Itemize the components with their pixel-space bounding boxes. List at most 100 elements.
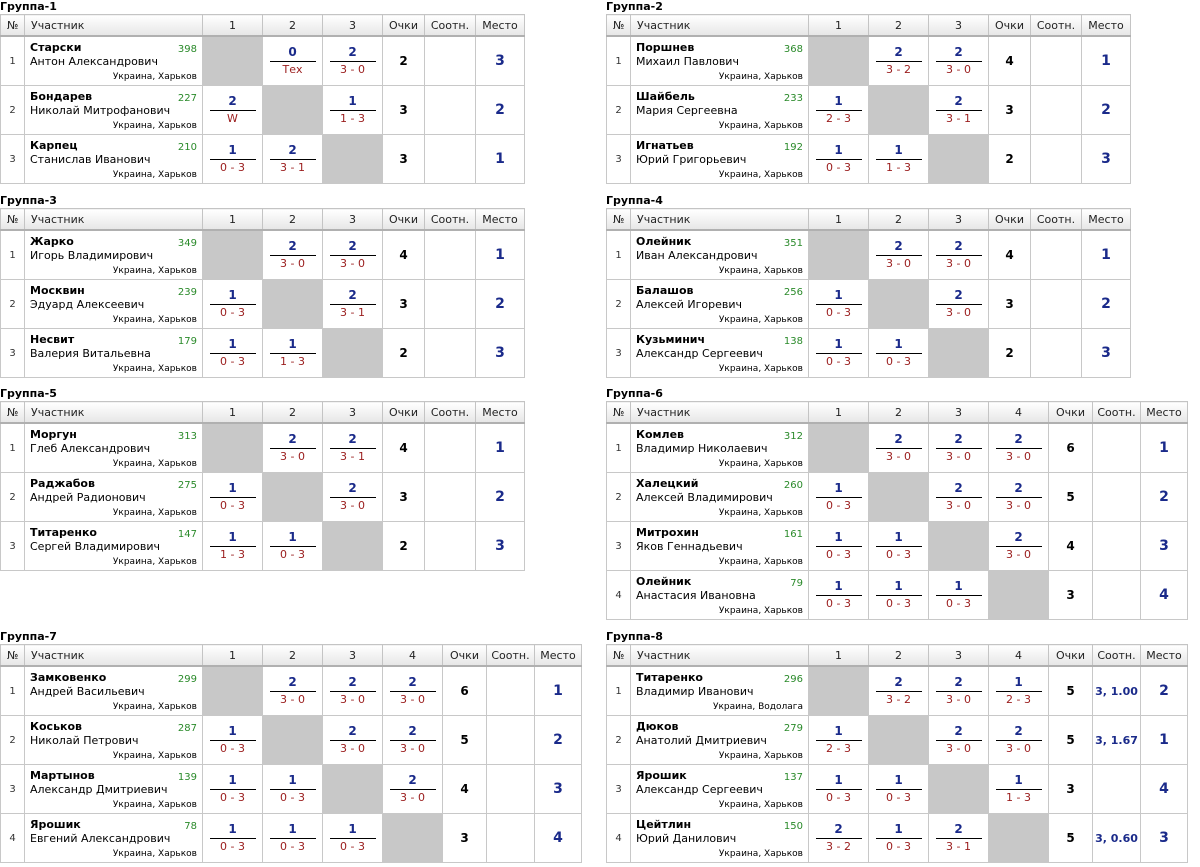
total-points: 3 <box>382 472 425 522</box>
self-match-cell <box>928 764 989 814</box>
self-match-cell <box>928 328 989 378</box>
participant-surname[interactable]: Халецкий <box>636 477 699 490</box>
participant-surname[interactable]: Шайбель <box>636 90 695 103</box>
row-number: 1 <box>606 665 631 716</box>
match-divider <box>875 595 922 596</box>
participant-surname[interactable]: Ярошик <box>30 818 81 831</box>
self-match-cell <box>868 85 929 135</box>
match-points: 2 <box>348 675 357 689</box>
column-header-number: № <box>606 208 631 231</box>
participant-surname[interactable]: Олейник <box>636 575 692 588</box>
match-result-cell: 1 0 - 3 <box>868 521 929 571</box>
participant-surname[interactable]: Титаренко <box>30 526 97 539</box>
participant-surname[interactable]: Коськов <box>30 720 83 733</box>
standings-table: № Участник 1 2 3 Очки Соотн. Место 1 Олейник Иван … <box>606 208 1131 378</box>
match-result-cell: 1 0 - 3 <box>868 570 929 620</box>
match-result-cell: 1 0 - 3 <box>808 134 869 184</box>
self-match-cell <box>808 665 869 716</box>
match-result: 2 3 - 0 <box>929 716 988 764</box>
match-score: 3 - 2 <box>886 63 911 76</box>
participant-surname[interactable]: Кузьминич <box>636 333 706 346</box>
table-row: 3 Несвит Валерия Витальевна 179 Украина, Хар… <box>0 328 525 378</box>
match-score: 3 - 0 <box>886 257 911 270</box>
match-score: 3 - 0 <box>400 742 425 755</box>
participant-surname[interactable]: Игнатьев <box>636 139 694 152</box>
match-points: 2 <box>894 675 903 689</box>
match-points: 2 <box>408 773 417 787</box>
header-row: № Участник 1 2 3 Очки Соотн. Место <box>0 208 525 231</box>
match-score: 3 - 0 <box>946 742 971 755</box>
participant-surname[interactable]: Комлев <box>636 428 685 441</box>
participant-surname[interactable]: Моргун <box>30 428 77 441</box>
participant-rating: 79 <box>790 578 803 589</box>
participant-surname[interactable]: Поршнев <box>636 41 695 54</box>
match-result-cell: 2 3 - 0 <box>928 665 989 716</box>
table-row: 3 Митрохин Яков Геннадьевич 161 Украина, Хар… <box>606 521 1188 571</box>
row-number: 1 <box>0 229 25 280</box>
match-score: 0 - 3 <box>886 840 911 853</box>
participant-cell: Игнатьев Юрий Григорьевич 192 Украина, Харь… <box>630 134 809 184</box>
column-header-opponent: 3 <box>322 14 383 37</box>
table-row: 3 Игнатьев Юрий Григорьевич 192 Украина, Хар… <box>606 134 1131 184</box>
participant-surname[interactable]: Бондарев <box>30 90 93 103</box>
participant-cell: Кузьминич Александр Сергеевич 138 Украина, … <box>630 328 809 378</box>
participant-surname[interactable]: Жарко <box>30 235 74 248</box>
participant-location: Украина, Харьков <box>718 849 803 859</box>
column-header-opponent: 2 <box>868 401 929 424</box>
match-result: 1 1 - 3 <box>263 329 322 377</box>
match-divider <box>329 838 376 839</box>
match-result-cell: 1 0 - 3 <box>262 764 323 814</box>
column-header-opponent: 3 <box>928 401 989 424</box>
participant-surname[interactable]: Старски <box>30 41 82 54</box>
participant-cell: Комлев Владимир Николаевич 312 Украина, Хар… <box>630 422 809 473</box>
participant-surname[interactable]: Цейтлин <box>636 818 692 831</box>
total-points: 4 <box>382 229 425 280</box>
participant-surname[interactable]: Мартынов <box>30 769 95 782</box>
participant-surname[interactable]: Замковенко <box>30 671 107 684</box>
match-result: 2 3 - 0 <box>929 231 988 279</box>
ratio-value <box>1030 134 1082 184</box>
participant-location: Украина, Харьков <box>718 266 803 276</box>
header-row: № Участник 1 2 3 4 Очки Соотн. Место <box>606 644 1188 667</box>
participant-surname[interactable]: Карпец <box>30 139 78 152</box>
match-result: 1 2 - 3 <box>809 716 868 764</box>
participant-cell: Бондарев Николай Митрофанович 227 Украина, … <box>24 85 203 135</box>
participant-location: Украина, Харьков <box>718 315 803 325</box>
match-points: 1 <box>834 337 843 351</box>
match-points: 1 <box>894 822 903 836</box>
match-result: 1 0 - 3 <box>869 571 928 619</box>
self-match-cell <box>988 570 1049 620</box>
participant-surname[interactable]: Дюков <box>636 720 679 733</box>
participant-surname[interactable]: Несвит <box>30 333 75 346</box>
group-title: Группа-6 <box>606 387 663 400</box>
participant-surname[interactable]: Раджабов <box>30 477 95 490</box>
column-header-opponent: 2 <box>262 644 323 667</box>
participant-cell: Митрохин Яков Геннадьевич 161 Украина, Харь… <box>630 521 809 571</box>
match-divider <box>875 838 922 839</box>
participant-surname[interactable]: Митрохин <box>636 526 699 539</box>
participant-location: Украина, Харьков <box>718 72 803 82</box>
participant-location: Украина, Харьков <box>718 751 803 761</box>
match-result-cell: 2 3 - 1 <box>928 85 989 135</box>
self-match-cell <box>322 764 383 814</box>
participant-surname[interactable]: Балашов <box>636 284 694 297</box>
match-divider <box>815 497 862 498</box>
match-divider <box>209 304 256 305</box>
match-score: 3 - 0 <box>946 693 971 706</box>
match-score: 0 - 3 <box>826 306 851 319</box>
match-result: 1 0 - 3 <box>263 522 322 570</box>
match-score: Тех <box>282 63 303 76</box>
participant-surname[interactable]: Олейник <box>636 235 692 248</box>
match-points: 1 <box>894 530 903 544</box>
total-points: 4 <box>988 35 1031 86</box>
column-header-opponent: 1 <box>202 644 263 667</box>
final-place: 3 <box>475 521 525 571</box>
participant-surname[interactable]: Ярошик <box>636 769 687 782</box>
match-result-cell: 2 3 - 0 <box>868 422 929 473</box>
match-points: 2 <box>288 432 297 446</box>
match-score: 3 - 0 <box>400 791 425 804</box>
participant-rating: 138 <box>783 336 803 347</box>
participant-surname[interactable]: Москвин <box>30 284 85 297</box>
column-header-participant: Участник <box>24 644 203 667</box>
participant-surname[interactable]: Титаренко <box>636 671 703 684</box>
